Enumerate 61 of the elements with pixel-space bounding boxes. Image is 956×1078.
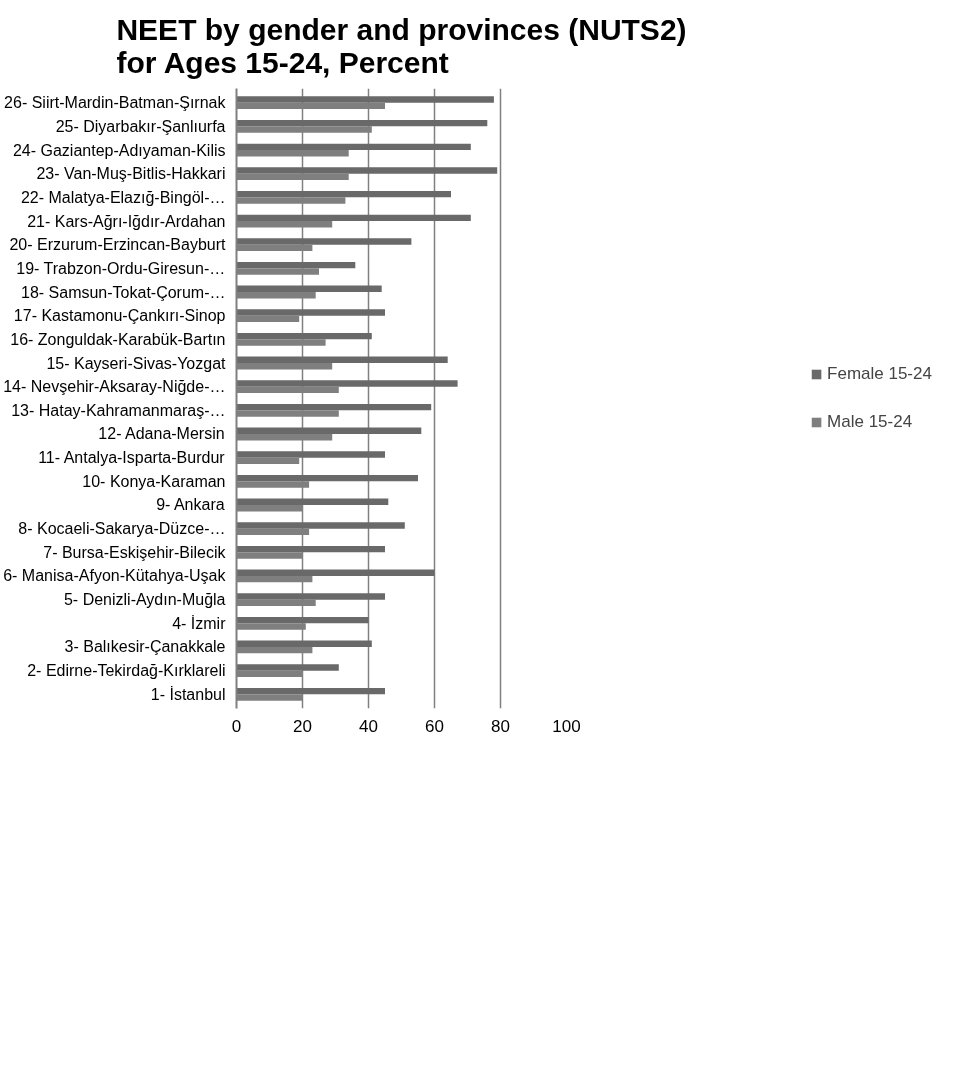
y-tick-label: 22- Malatya-Elazığ-Bingöl-… — [20, 188, 226, 206]
y-tick-label: 2- Edirne-Tekirdağ-Kırklareli — [27, 662, 226, 680]
bar — [236, 593, 385, 600]
y-tick-label: 4- İzmir — [172, 613, 227, 632]
bar — [236, 664, 339, 671]
x-tick-label: 60 — [425, 716, 444, 736]
bar — [236, 403, 432, 411]
y-tick-label: 25- Diyarbakır-Şanlıurfa — [55, 117, 226, 135]
bar — [236, 214, 471, 222]
y-tick-label: 17- Kastamonu-Çankırı-Sinop — [13, 307, 226, 325]
bar — [236, 545, 385, 553]
chart-title: NEET by gender and provinces (NUTS2) for Ages 15-24, Percent — [116, 12, 687, 79]
x-tick-label: 20 — [293, 716, 312, 736]
y-tick-label: 9- Ankara — [156, 496, 225, 514]
y-tick-label: 6- Manisa-Afyon-Kütahya-Uşak — [3, 567, 227, 585]
bar — [236, 640, 372, 647]
y-tick-label: 16- Zonguldak-Karabük-Bartın — [10, 330, 226, 348]
y-tick-label: 7- Bursa-Eskişehir-Bilecik — [43, 543, 227, 561]
bar — [236, 451, 385, 458]
bar — [236, 427, 422, 434]
x-tick-label: 0 — [231, 716, 242, 736]
x-tick-label: 80 — [491, 716, 510, 736]
bar — [236, 522, 405, 529]
legend-label: Female 15-24 — [827, 364, 932, 384]
legend-label: Male 15-24 — [827, 412, 913, 432]
bar — [236, 380, 458, 387]
y-tick-label: 12- Adana-Mersin — [98, 425, 225, 443]
bar — [236, 285, 382, 293]
bar — [236, 96, 494, 103]
y-tick-label: 26- Siirt-Mardin-Batman-Şırnak — [4, 94, 227, 112]
x-tick-label: 100 — [552, 716, 581, 736]
y-tick-label: 15- Kayseri-Sivas-Yozgat — [46, 354, 227, 372]
y-tick-label: 14- Nevşehir-Aksaray-Niğde-… — [3, 378, 226, 396]
y-tick-label: 13- Hatay-Kahramanmaraş-… — [11, 401, 226, 419]
bar — [236, 143, 471, 151]
bar — [236, 261, 356, 269]
bar — [236, 332, 372, 340]
bar — [236, 474, 418, 482]
y-tick-label: 21- Kars-Ağrı-Iğdır-Ardahan — [27, 212, 226, 230]
y-tick-label: 23- Van-Muş-Bitlis-Hakkari — [36, 165, 226, 183]
y-tick-label: 11- Antalya-Isparta-Burdur — [38, 449, 226, 467]
bar — [236, 309, 385, 316]
y-tick-label: 8- Kocaeli-Sakarya-Düzce-… — [18, 520, 226, 538]
y-tick-label: 20- Erzurum-Erzincan-Bayburt — [9, 236, 227, 254]
bar — [236, 238, 412, 245]
y-tick-label: 3- Balıkesir-Çanakkale — [64, 638, 226, 656]
y-tick-label: 18- Samsun-Tokat-Çorum-… — [21, 283, 226, 301]
bar — [236, 569, 435, 576]
y-tick-label: 5- Denizli-Aydın-Muğla — [63, 591, 226, 609]
y-tick-label: 10- Konya-Karaman — [82, 472, 226, 490]
y-tick-label: 1- İstanbul — [150, 684, 226, 703]
x-tick-label: 40 — [359, 716, 378, 736]
bar — [236, 356, 448, 363]
bar — [236, 616, 369, 624]
bar — [236, 498, 389, 505]
bar — [236, 687, 385, 695]
y-tick-label: 19- Trabzon-Ordu-Giresun-… — [16, 259, 226, 277]
bar — [236, 119, 488, 127]
bar — [236, 167, 498, 174]
bar — [236, 190, 451, 198]
y-tick-label: 24- Gaziantep-Adıyaman-Kilis — [12, 141, 226, 159]
